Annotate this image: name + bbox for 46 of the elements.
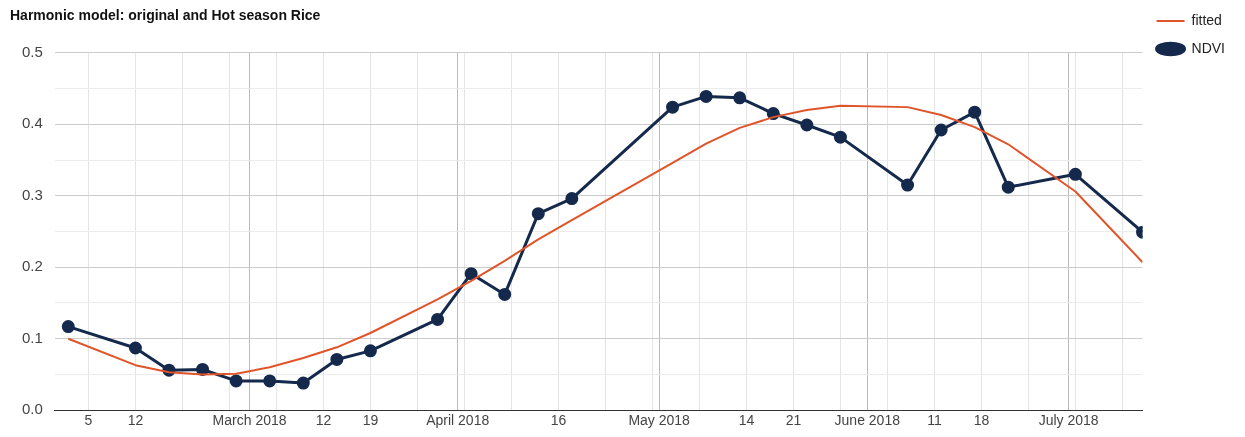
- point: [464, 267, 478, 281]
- point: [934, 123, 948, 137]
- point: [61, 320, 75, 334]
- point: [431, 312, 445, 326]
- x-tick-label: 12: [127, 412, 144, 429]
- point: [196, 362, 210, 376]
- point: [800, 118, 814, 132]
- y-tick-label: 0.2: [21, 257, 43, 275]
- y-tick-label: 0.4: [21, 114, 43, 132]
- point: [833, 130, 847, 144]
- point: [363, 344, 377, 358]
- point: [901, 178, 915, 192]
- point: [531, 207, 545, 221]
- point: [666, 100, 680, 114]
- y-tick-label: 0.5: [21, 42, 43, 60]
- point: [498, 287, 512, 301]
- x-tick-label: 14: [738, 412, 755, 429]
- x-tick-label: June 2018: [834, 412, 901, 429]
- x-tick-label: 5: [84, 412, 93, 429]
- x-tick-label: May 2018: [628, 412, 691, 429]
- point: [263, 374, 277, 388]
- point: [1068, 167, 1082, 181]
- point: [565, 192, 579, 206]
- x-tick-label: March 2018: [212, 412, 287, 429]
- point: [968, 105, 982, 119]
- x-tick-label: 12: [315, 412, 332, 429]
- y-tick-label: 0.1: [21, 328, 43, 346]
- x-tick-label: 16: [550, 412, 567, 429]
- x-tick-label: 18: [973, 412, 990, 429]
- point: [128, 341, 142, 355]
- point: [296, 376, 310, 390]
- chart-title: Harmonic model: original and Hot season Rice: [10, 7, 321, 24]
- x-tick-label: April 2018: [426, 412, 490, 429]
- point: [229, 374, 243, 388]
- point: [699, 89, 713, 103]
- point: [733, 91, 747, 105]
- x-tick-label: 19: [362, 412, 379, 429]
- y-tick-label: 0.0: [21, 400, 43, 418]
- legend-label: NDVI: [1191, 39, 1225, 56]
- point: [330, 352, 344, 366]
- legend-label: fitted: [1191, 11, 1222, 28]
- x-tick-label: 11: [927, 412, 942, 429]
- y-tick-label: 0.3: [21, 185, 43, 203]
- x-tick-label: July 2018: [1038, 412, 1099, 429]
- x-tick-label: 21: [785, 412, 802, 429]
- point: [1001, 180, 1015, 194]
